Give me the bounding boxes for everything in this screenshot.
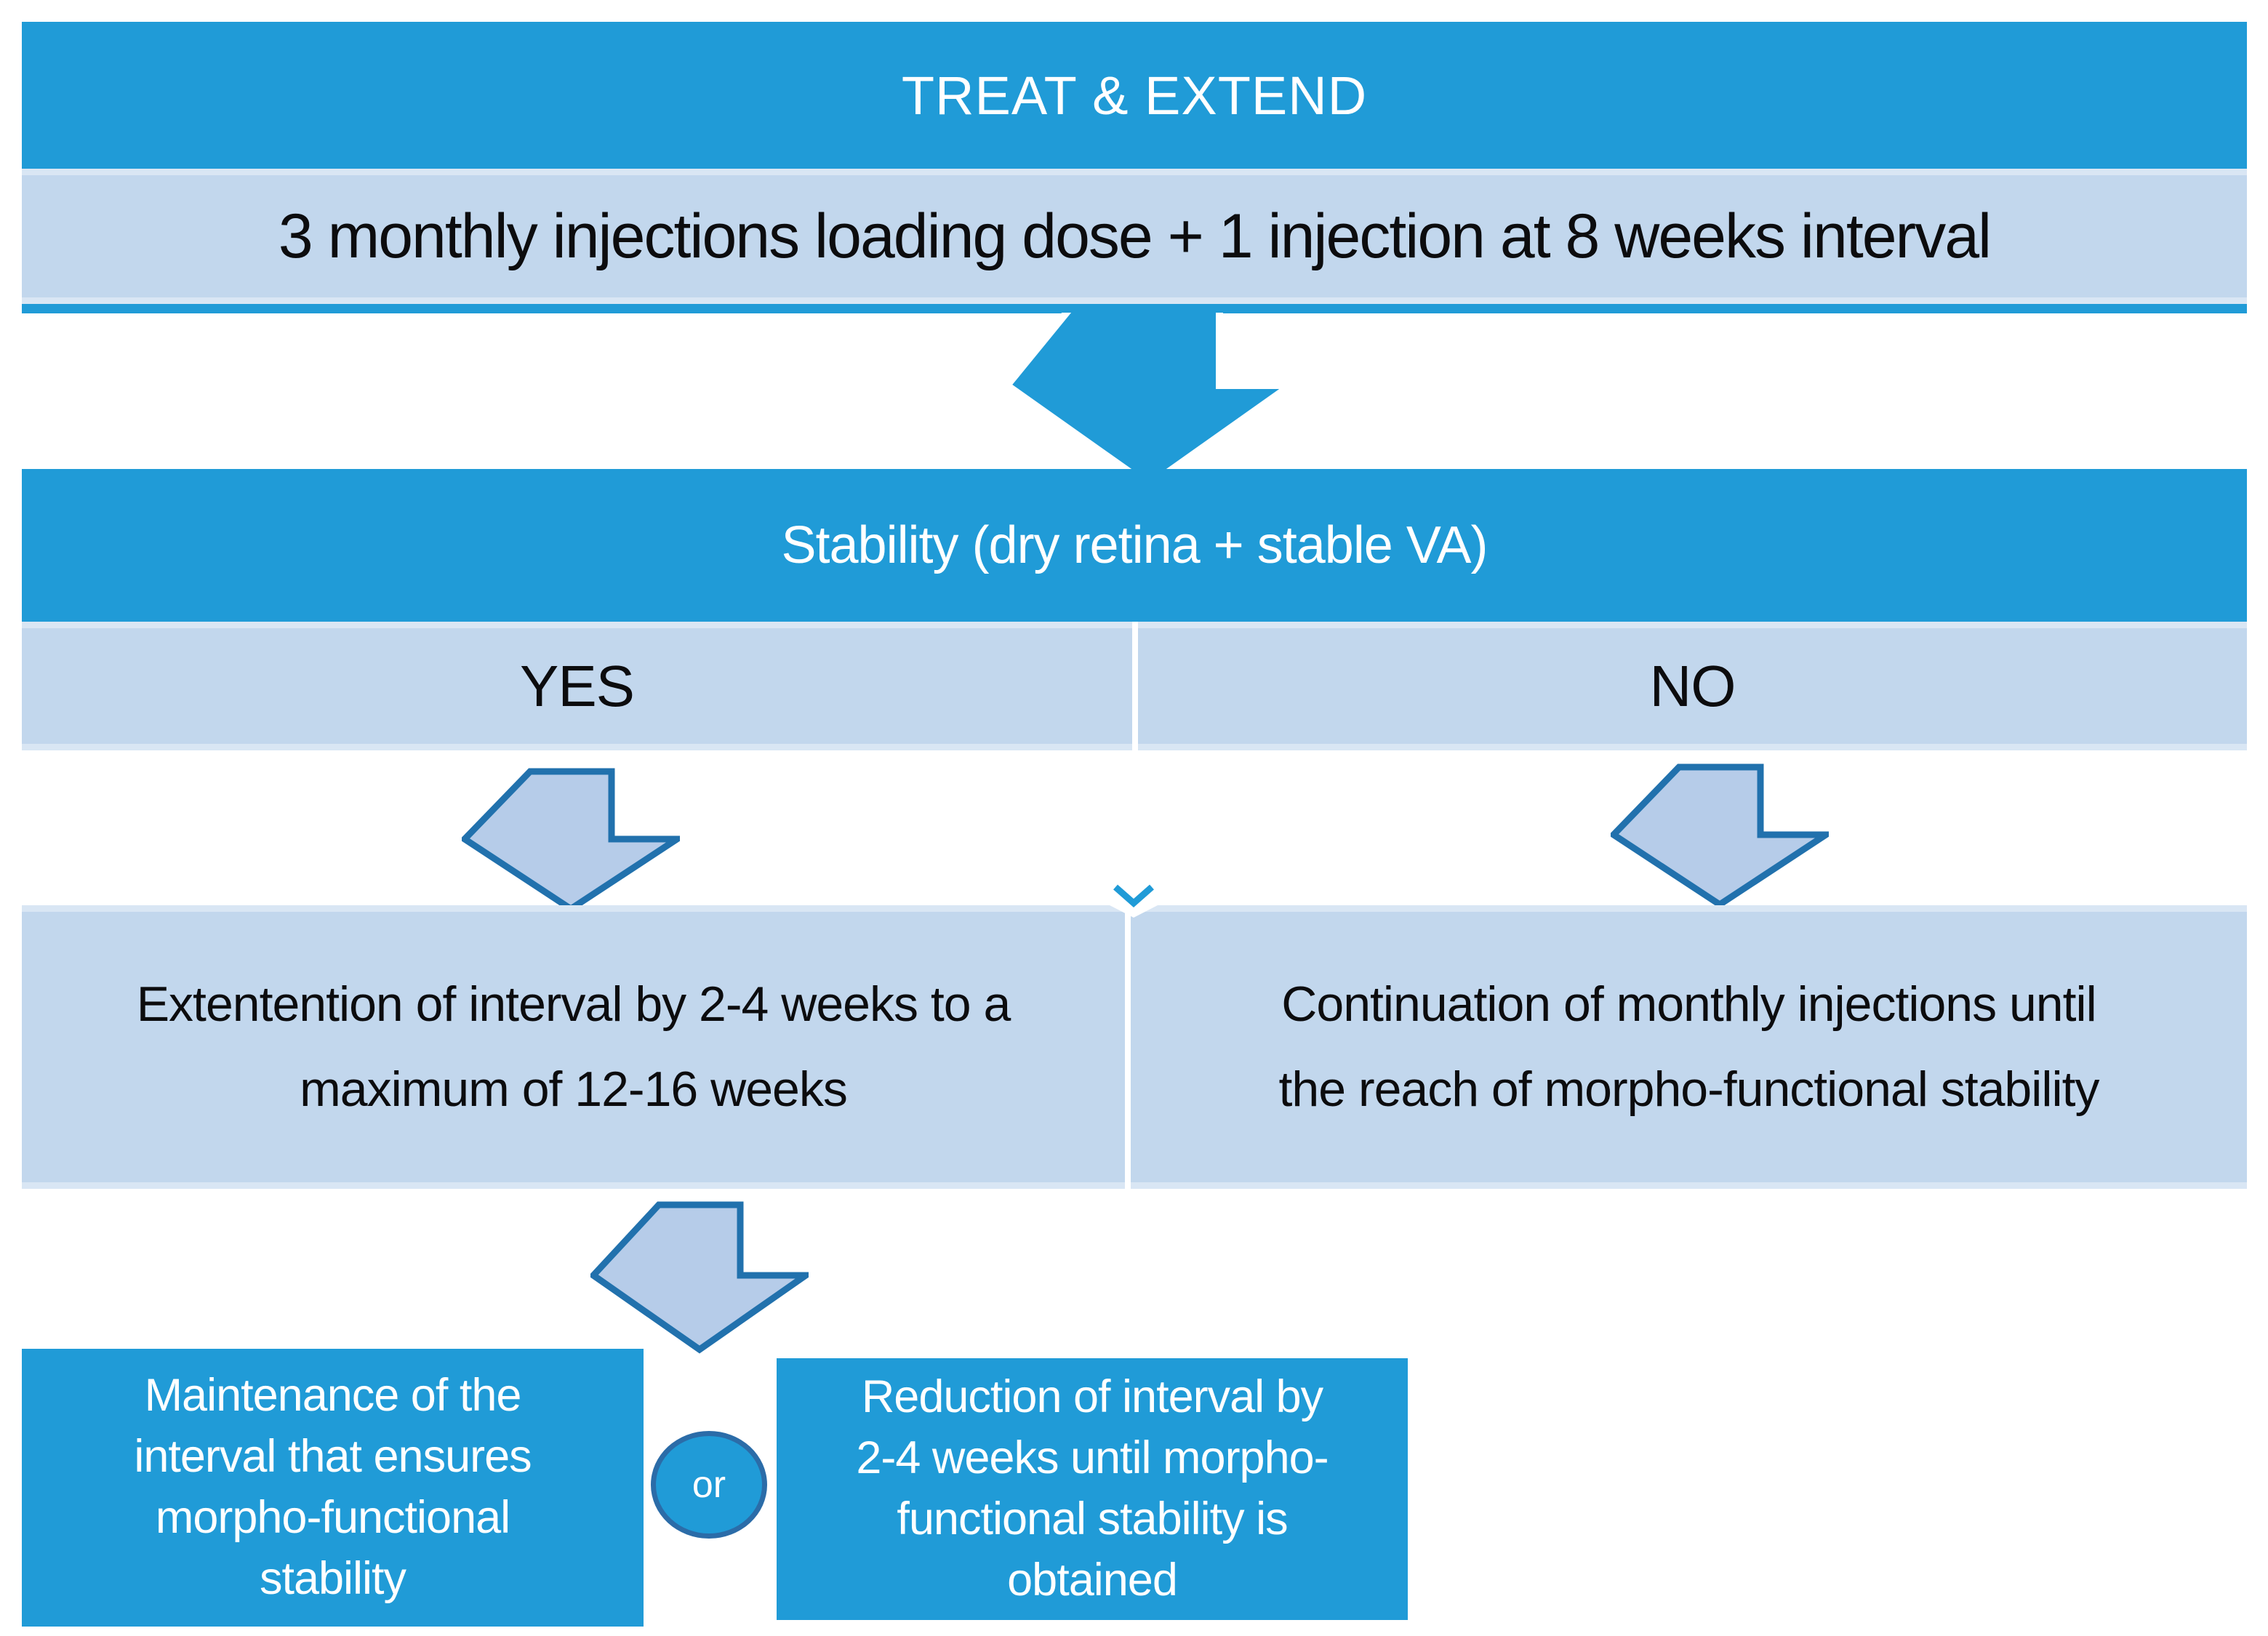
stability-bar: Stability (dry retina + stable VA) — [22, 469, 2247, 622]
reduction-box: Reduction of interval by 2-4 weeks until… — [777, 1358, 1408, 1620]
or-connector: or — [651, 1431, 767, 1539]
yes-outcome-text: Extentention of interval by 2-4 weeks to… — [137, 962, 1011, 1132]
stability-question: Stability (dry retina + stable VA) — [781, 516, 1488, 574]
no-outcome-text: Continuation of monthly injections until… — [1278, 962, 2100, 1132]
loading-dose-text: 3 monthly injections loading dose + 1 in… — [278, 201, 1992, 271]
yes-outcome-line1: Extentention of interval by 2-4 weeks to… — [136, 977, 1011, 1032]
maintenance-line: stability — [259, 1552, 406, 1604]
down-arrow-icon — [1007, 313, 1291, 487]
maintenance-line: morpho-functional — [155, 1492, 510, 1543]
loading-dose-bar: 3 monthly injections loading dose + 1 in… — [22, 169, 2247, 304]
down-arrow-icon — [1611, 763, 1829, 909]
maintenance-line: Maintenance of the — [144, 1370, 522, 1422]
down-arrow-icon — [462, 768, 680, 913]
reduction-line: Reduction of interval by — [861, 1371, 1323, 1423]
down-arrow-icon — [590, 1201, 809, 1354]
chevron-down-icon — [1108, 884, 1159, 918]
yes-outcome-line2: maximum of 12-16 weeks — [300, 1062, 848, 1117]
reduction-line: obtained — [1007, 1554, 1178, 1605]
or-label: or — [692, 1464, 726, 1506]
no-outcome-line2: the reach of morpho-functional stability — [1278, 1062, 2100, 1117]
yes-outcome-box: Extentention of interval by 2-4 weeks to… — [22, 905, 1125, 1189]
no-outcome-box: Continuation of monthly injections until… — [1131, 905, 2247, 1189]
yes-label: YES — [519, 653, 635, 718]
maintenance-text: Maintenance of the interval that ensures… — [134, 1366, 532, 1609]
page-title: TREAT & EXTEND — [901, 65, 1368, 126]
no-label: NO — [1649, 653, 1736, 718]
reduction-line: 2-4 weeks until morpho- — [856, 1432, 1329, 1484]
reduction-line: functional stability is — [897, 1493, 1288, 1544]
maintenance-box: Maintenance of the interval that ensures… — [22, 1349, 644, 1627]
yes-cell: YES — [22, 622, 1132, 750]
no-cell: NO — [1138, 622, 2247, 750]
maintenance-line: interval that ensures — [134, 1431, 532, 1483]
no-outcome-line1: Continuation of monthly injections until — [1281, 977, 2096, 1032]
title-bar: TREAT & EXTEND — [22, 22, 2247, 169]
reduction-text: Reduction of interval by 2-4 weeks until… — [856, 1367, 1329, 1611]
divider-rule — [22, 304, 2247, 313]
